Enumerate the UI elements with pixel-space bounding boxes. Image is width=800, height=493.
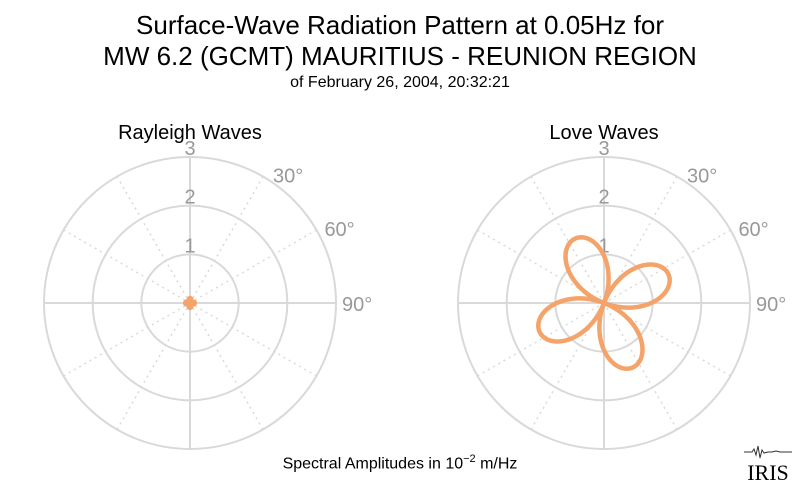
love-radial-ring <box>505 204 703 402</box>
rayleigh-angle-gridline <box>116 176 191 304</box>
amplitude-units-label: Spectral Amplitudes in 10−2 m/Hz <box>0 453 800 473</box>
love-angle-gridline <box>603 302 678 430</box>
rayleigh-panel-title: Rayleigh Waves <box>118 122 262 144</box>
seismogram-icon <box>744 445 792 459</box>
love-radial-tick-label: 2 <box>598 187 609 209</box>
units-prefix: Spectral Amplitudes in 10 <box>282 455 464 473</box>
rayleigh-angle-tick-label: 30° <box>273 166 303 188</box>
chart-subtitle: of February 26, 2004, 20:32:21 <box>290 74 510 91</box>
iris-logo-text: IRIS <box>747 460 789 485</box>
iris-logo: IRIS <box>744 445 792 485</box>
units-suffix: m/Hz <box>475 455 518 473</box>
love-radial-tick-label: 1 <box>598 235 609 257</box>
rayleigh-radial-ring <box>91 204 289 402</box>
rayleigh-radial-tick-label: 2 <box>184 187 195 209</box>
love-radial-ring <box>457 156 751 450</box>
love-angle-tick-label: 60° <box>738 219 768 241</box>
love-panel-title: Love Waves <box>549 122 658 144</box>
rayleigh-angle-tick-label: 90° <box>342 294 372 316</box>
love-angle-gridline <box>530 176 605 304</box>
love-angle-gridline <box>603 229 731 304</box>
chart-title-line2: MW 6.2 (GCMT) MAURITIUS - REUNION REGION <box>103 41 697 71</box>
rayleigh-angle-gridline <box>189 229 317 304</box>
rayleigh-angle-gridline <box>116 302 191 430</box>
love-angle-tick-label: 30° <box>687 166 717 188</box>
rayleigh-radial-ring <box>140 253 240 353</box>
rayleigh-radiation-pattern <box>182 295 198 311</box>
rayleigh-radial-tick-label: 1 <box>184 235 195 257</box>
rayleigh-angle-gridline <box>63 302 191 377</box>
love-angle-gridline <box>477 302 605 377</box>
love-radiation-pattern <box>536 235 672 371</box>
love-radial-tick-label: 3 <box>598 138 609 160</box>
chart-title-line1: Surface-Wave Radiation Pattern at 0.05Hz… <box>136 10 664 40</box>
rayleigh-radial-tick-label: 3 <box>184 138 195 160</box>
units-exponent: −2 <box>463 453 476 465</box>
rayleigh-angle-gridline <box>189 176 264 304</box>
rayleigh-angle-gridline <box>189 302 317 377</box>
rayleigh-angle-tick-label: 60° <box>324 219 354 241</box>
rayleigh-angle-gridline <box>189 302 264 430</box>
love-angle-tick-label: 90° <box>756 294 786 316</box>
rayleigh-radial-ring <box>43 156 337 450</box>
rayleigh-angle-gridline <box>63 229 191 304</box>
